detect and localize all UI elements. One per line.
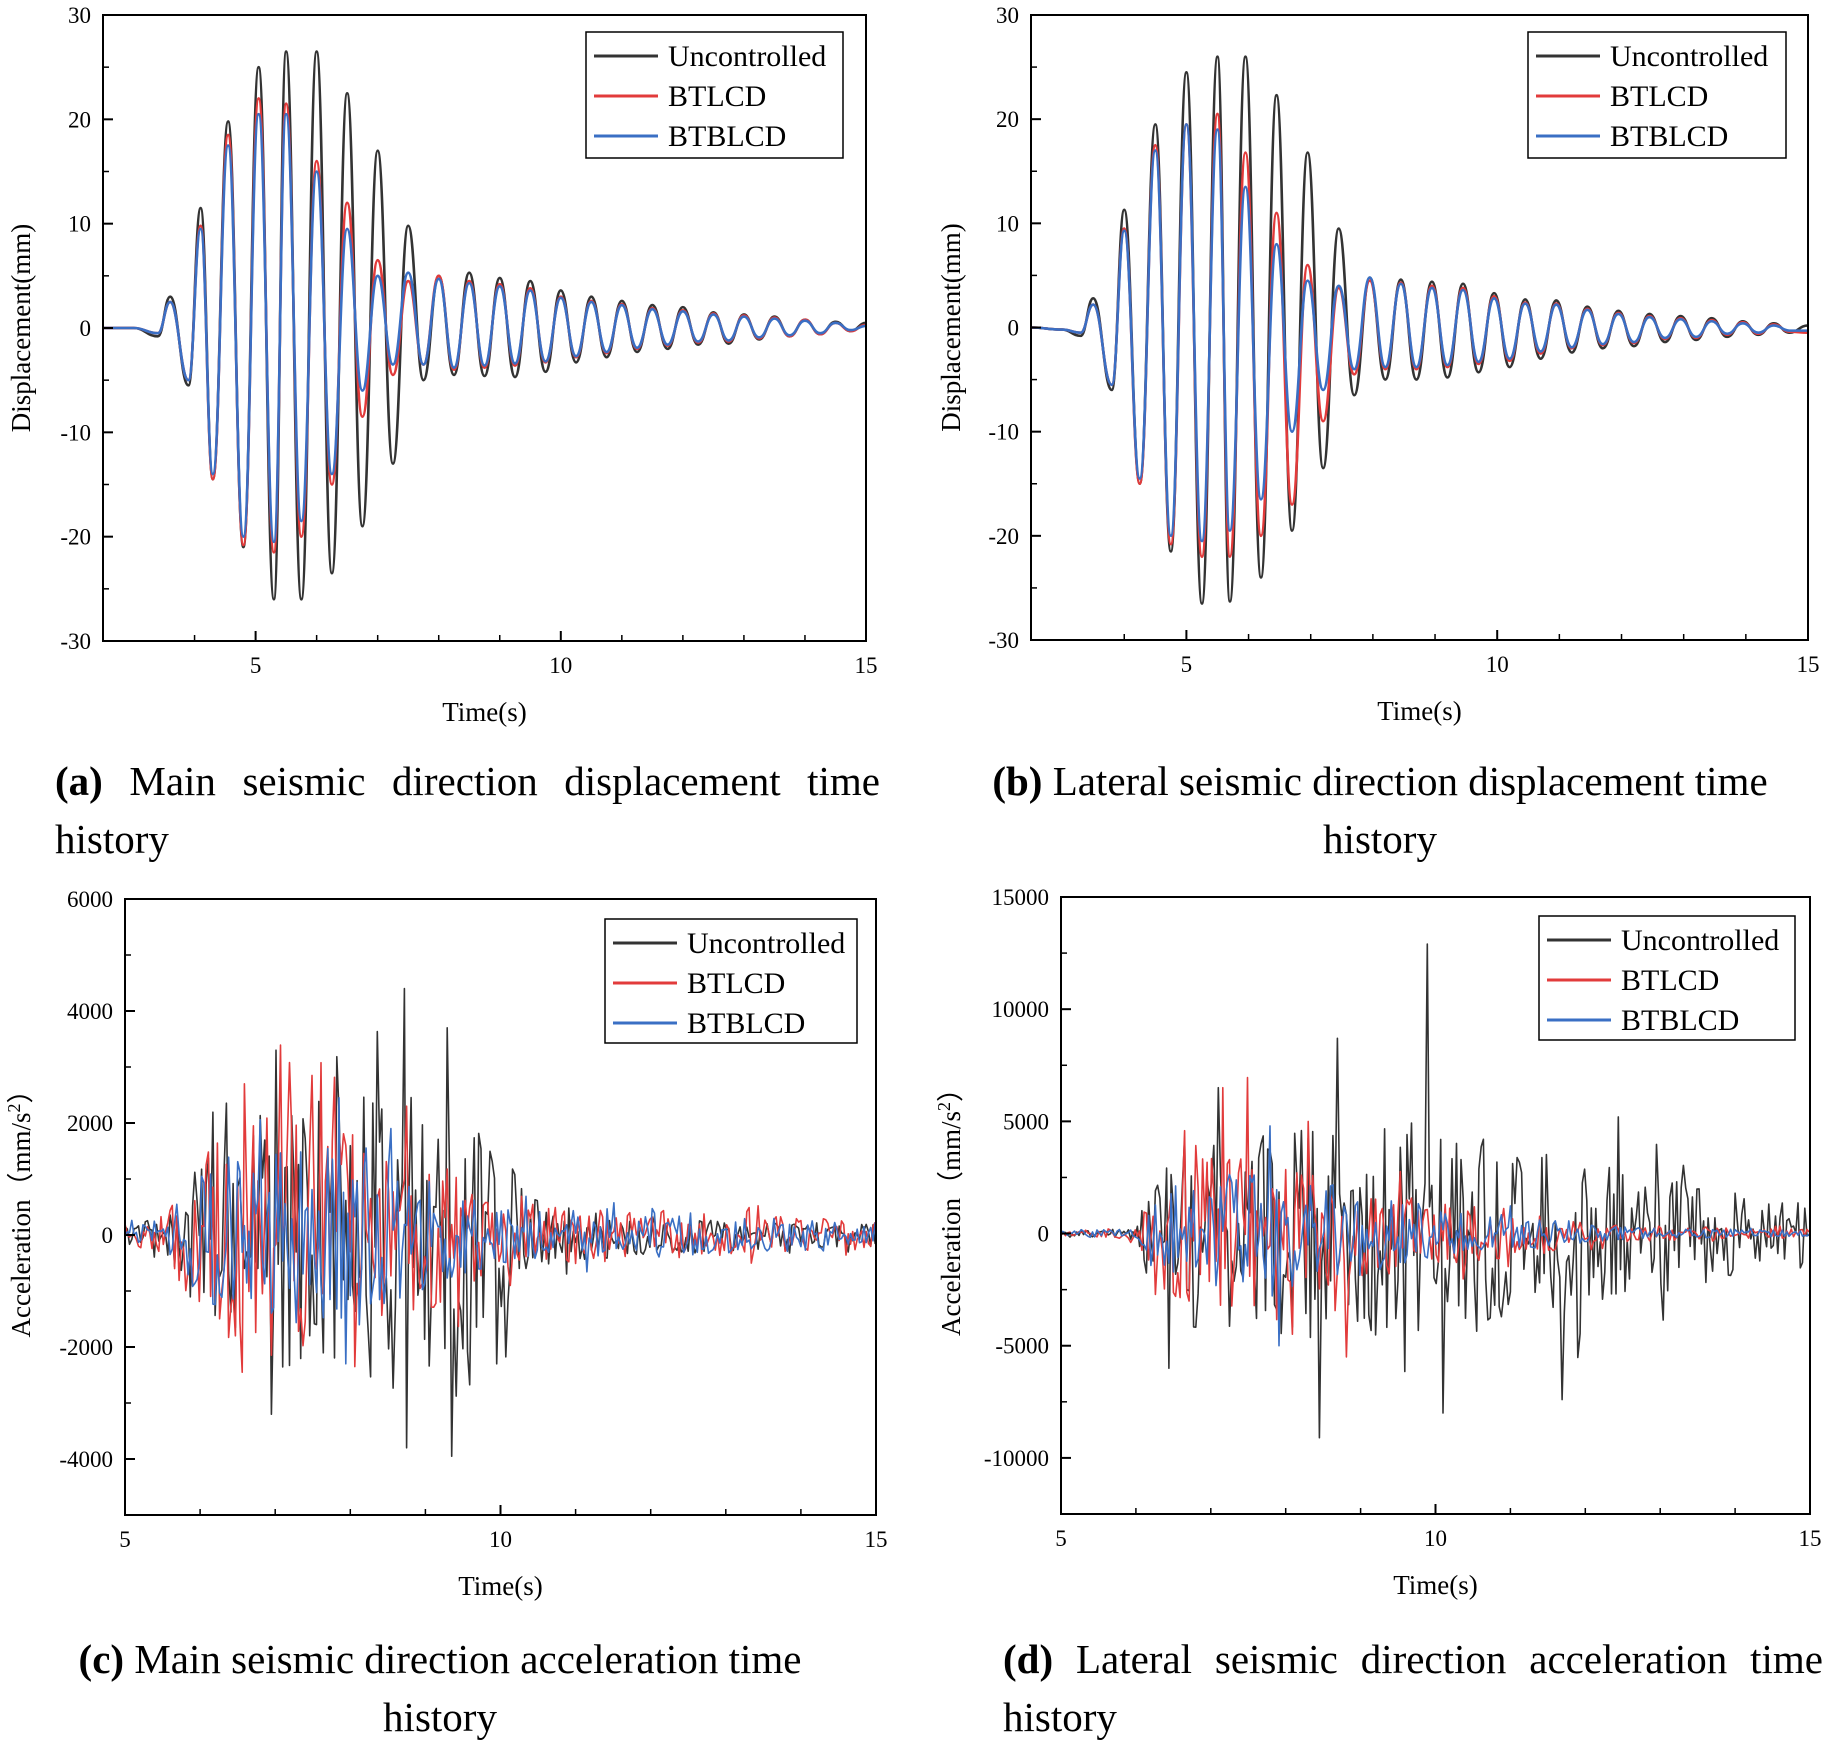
legend-label-uncontrolled: Uncontrolled bbox=[687, 927, 845, 960]
y-tick-label: 5000 bbox=[1003, 1109, 1049, 1134]
y-tick-label: 6000 bbox=[67, 887, 113, 912]
x-axis-title: Time(s) bbox=[1377, 696, 1462, 726]
chart-b: -30 -20 -10 0 10 20 30 5 10 15 Time(s) Displacement… bbox=[936, 3, 1820, 726]
x-tick-label: 10 bbox=[549, 653, 572, 678]
y-axis-title: Displacement(mm) bbox=[936, 223, 966, 431]
y-tick-label: 0 bbox=[1008, 316, 1020, 341]
y-tick-label: -5000 bbox=[995, 1334, 1049, 1359]
y-axis-title-main: Acceleration（mm/s bbox=[6, 1113, 36, 1338]
x-tick-label: 10 bbox=[489, 1527, 512, 1552]
y-axis-title-close: ） bbox=[6, 1077, 36, 1104]
y-tick-label: -30 bbox=[988, 628, 1019, 653]
y-axis-title-sup: 2 bbox=[4, 1104, 24, 1113]
chart-a: -30 -20 -10 0 10 20 30 5 10 15 Time(s) Displacement… bbox=[6, 3, 878, 727]
y-tick-label: -10 bbox=[60, 420, 91, 445]
y-axis-title-sup: 2 bbox=[934, 1102, 954, 1111]
x-tick-label: 5 bbox=[1181, 652, 1193, 677]
caption-a-text: Main seismic direction displacement time… bbox=[55, 758, 881, 862]
legend-label-btblcd: BTBLCD bbox=[687, 1007, 805, 1040]
plot-area bbox=[1031, 55, 1808, 605]
y-axis-title-main: Acceleration（mm/s bbox=[936, 1111, 966, 1336]
x-tick-label: 15 bbox=[1797, 652, 1820, 677]
legend-label-uncontrolled: Uncontrolled bbox=[1610, 40, 1768, 73]
y-axis-title-close: ） bbox=[936, 1075, 966, 1102]
chart-panel-c: -4000 -2000 0 2000 4000 6000 5 10 15 Time(s) Accel… bbox=[0, 880, 900, 1640]
legend-label-btlcd: BTLCD bbox=[687, 967, 785, 1000]
y-axis-title: Acceleration（mm/s2） bbox=[934, 1075, 966, 1336]
y-tick-label: -10 bbox=[988, 420, 1019, 445]
chart-d: -10000 -5000 0 5000 10000 15000 5 10 15 Time(s) Ac… bbox=[934, 885, 1822, 1600]
x-tick-label: 10 bbox=[1486, 652, 1509, 677]
x-tick-label: 5 bbox=[250, 653, 262, 678]
y-tick-label: -10000 bbox=[984, 1446, 1049, 1471]
series-line-btblcd bbox=[125, 1097, 876, 1365]
y-tick-label: -2000 bbox=[59, 1335, 113, 1360]
series-line-btblcd bbox=[103, 112, 866, 544]
legend-label-uncontrolled: Uncontrolled bbox=[668, 40, 826, 73]
y-tick-label: -20 bbox=[60, 525, 91, 550]
y-axis-title: Displacement(mm) bbox=[6, 224, 36, 432]
legend-label-btblcd: BTBLCD bbox=[1610, 120, 1728, 153]
chart-panel-d: -10000 -5000 0 5000 10000 15000 5 10 15 Time(s) Ac… bbox=[930, 880, 1829, 1640]
caption-a: (a) Main seismic direction displacement … bbox=[55, 752, 880, 868]
caption-c-letter: (c) bbox=[78, 1636, 125, 1682]
series-line-btlcd bbox=[125, 1044, 876, 1373]
x-axis-title: Time(s) bbox=[1393, 1570, 1478, 1600]
chart-panel-b: -30 -20 -10 0 10 20 30 5 10 15 Time(s) Displacement… bbox=[930, 0, 1829, 730]
legend-label-btblcd: BTBLCD bbox=[668, 120, 786, 153]
y-tick-label: 20 bbox=[996, 107, 1019, 132]
caption-b-letter: (b) bbox=[992, 758, 1043, 804]
y-tick-label: -30 bbox=[60, 629, 91, 654]
x-tick-label: 15 bbox=[855, 653, 878, 678]
y-tick-label: 30 bbox=[68, 3, 91, 28]
chart-c: -4000 -2000 0 2000 4000 6000 5 10 15 Time(s) Accel… bbox=[4, 887, 888, 1601]
y-tick-label: 10 bbox=[996, 211, 1019, 236]
y-tick-label: 2000 bbox=[67, 1111, 113, 1136]
y-tick-label: 10000 bbox=[992, 997, 1050, 1022]
caption-d-letter: (d) bbox=[1003, 1636, 1054, 1682]
x-tick-label: 5 bbox=[119, 1527, 131, 1552]
plot-area bbox=[103, 50, 866, 601]
x-tick-label: 5 bbox=[1055, 1526, 1067, 1551]
x-axis-title: Time(s) bbox=[442, 697, 527, 727]
series-line-btblcd bbox=[1031, 123, 1808, 543]
legend-label-btlcd: BTLCD bbox=[668, 80, 766, 113]
legend-label-uncontrolled: Uncontrolled bbox=[1621, 924, 1779, 957]
y-tick-label: 30 bbox=[996, 3, 1019, 28]
legend-label-btblcd: BTBLCD bbox=[1621, 1004, 1739, 1037]
chart-panel-a: -30 -20 -10 0 10 20 30 5 10 15 Time(s) Displacement… bbox=[0, 0, 900, 730]
legend-label-btlcd: BTLCD bbox=[1621, 964, 1719, 997]
x-tick-label: 15 bbox=[1799, 1526, 1822, 1551]
y-tick-label: 4000 bbox=[67, 999, 113, 1024]
caption-d-text: Lateral seismic direction acceleration t… bbox=[1003, 1636, 1823, 1740]
y-tick-label: 0 bbox=[80, 316, 92, 341]
y-tick-label: 0 bbox=[102, 1223, 114, 1248]
y-axis-title: Acceleration（mm/s2） bbox=[4, 1077, 36, 1338]
y-tick-label: -4000 bbox=[59, 1447, 113, 1472]
caption-d: (d) Lateral seismic direction accelerati… bbox=[1003, 1630, 1823, 1746]
caption-b-text: Lateral seismic direction displacement t… bbox=[1052, 758, 1768, 862]
caption-a-letter: (a) bbox=[55, 758, 103, 804]
series-line-btblcd bbox=[1061, 1125, 1810, 1347]
caption-c: (c) Main seismic direction acceleration … bbox=[55, 1630, 825, 1746]
legend-label-btlcd: BTLCD bbox=[1610, 80, 1708, 113]
plot-area bbox=[125, 987, 876, 1457]
y-tick-label: 15000 bbox=[992, 885, 1050, 910]
plot-area bbox=[1061, 943, 1810, 1439]
x-tick-label: 10 bbox=[1424, 1526, 1447, 1551]
y-tick-label: 0 bbox=[1038, 1222, 1050, 1247]
y-tick-label: 20 bbox=[68, 107, 91, 132]
caption-c-text: Main seismic direction acceleration time… bbox=[134, 1636, 802, 1740]
caption-b: (b) Lateral seismic direction displaceme… bbox=[960, 752, 1800, 868]
x-axis-title: Time(s) bbox=[458, 1571, 543, 1601]
x-tick-label: 15 bbox=[865, 1527, 888, 1552]
y-tick-label: -20 bbox=[988, 524, 1019, 549]
y-tick-label: 10 bbox=[68, 212, 91, 237]
